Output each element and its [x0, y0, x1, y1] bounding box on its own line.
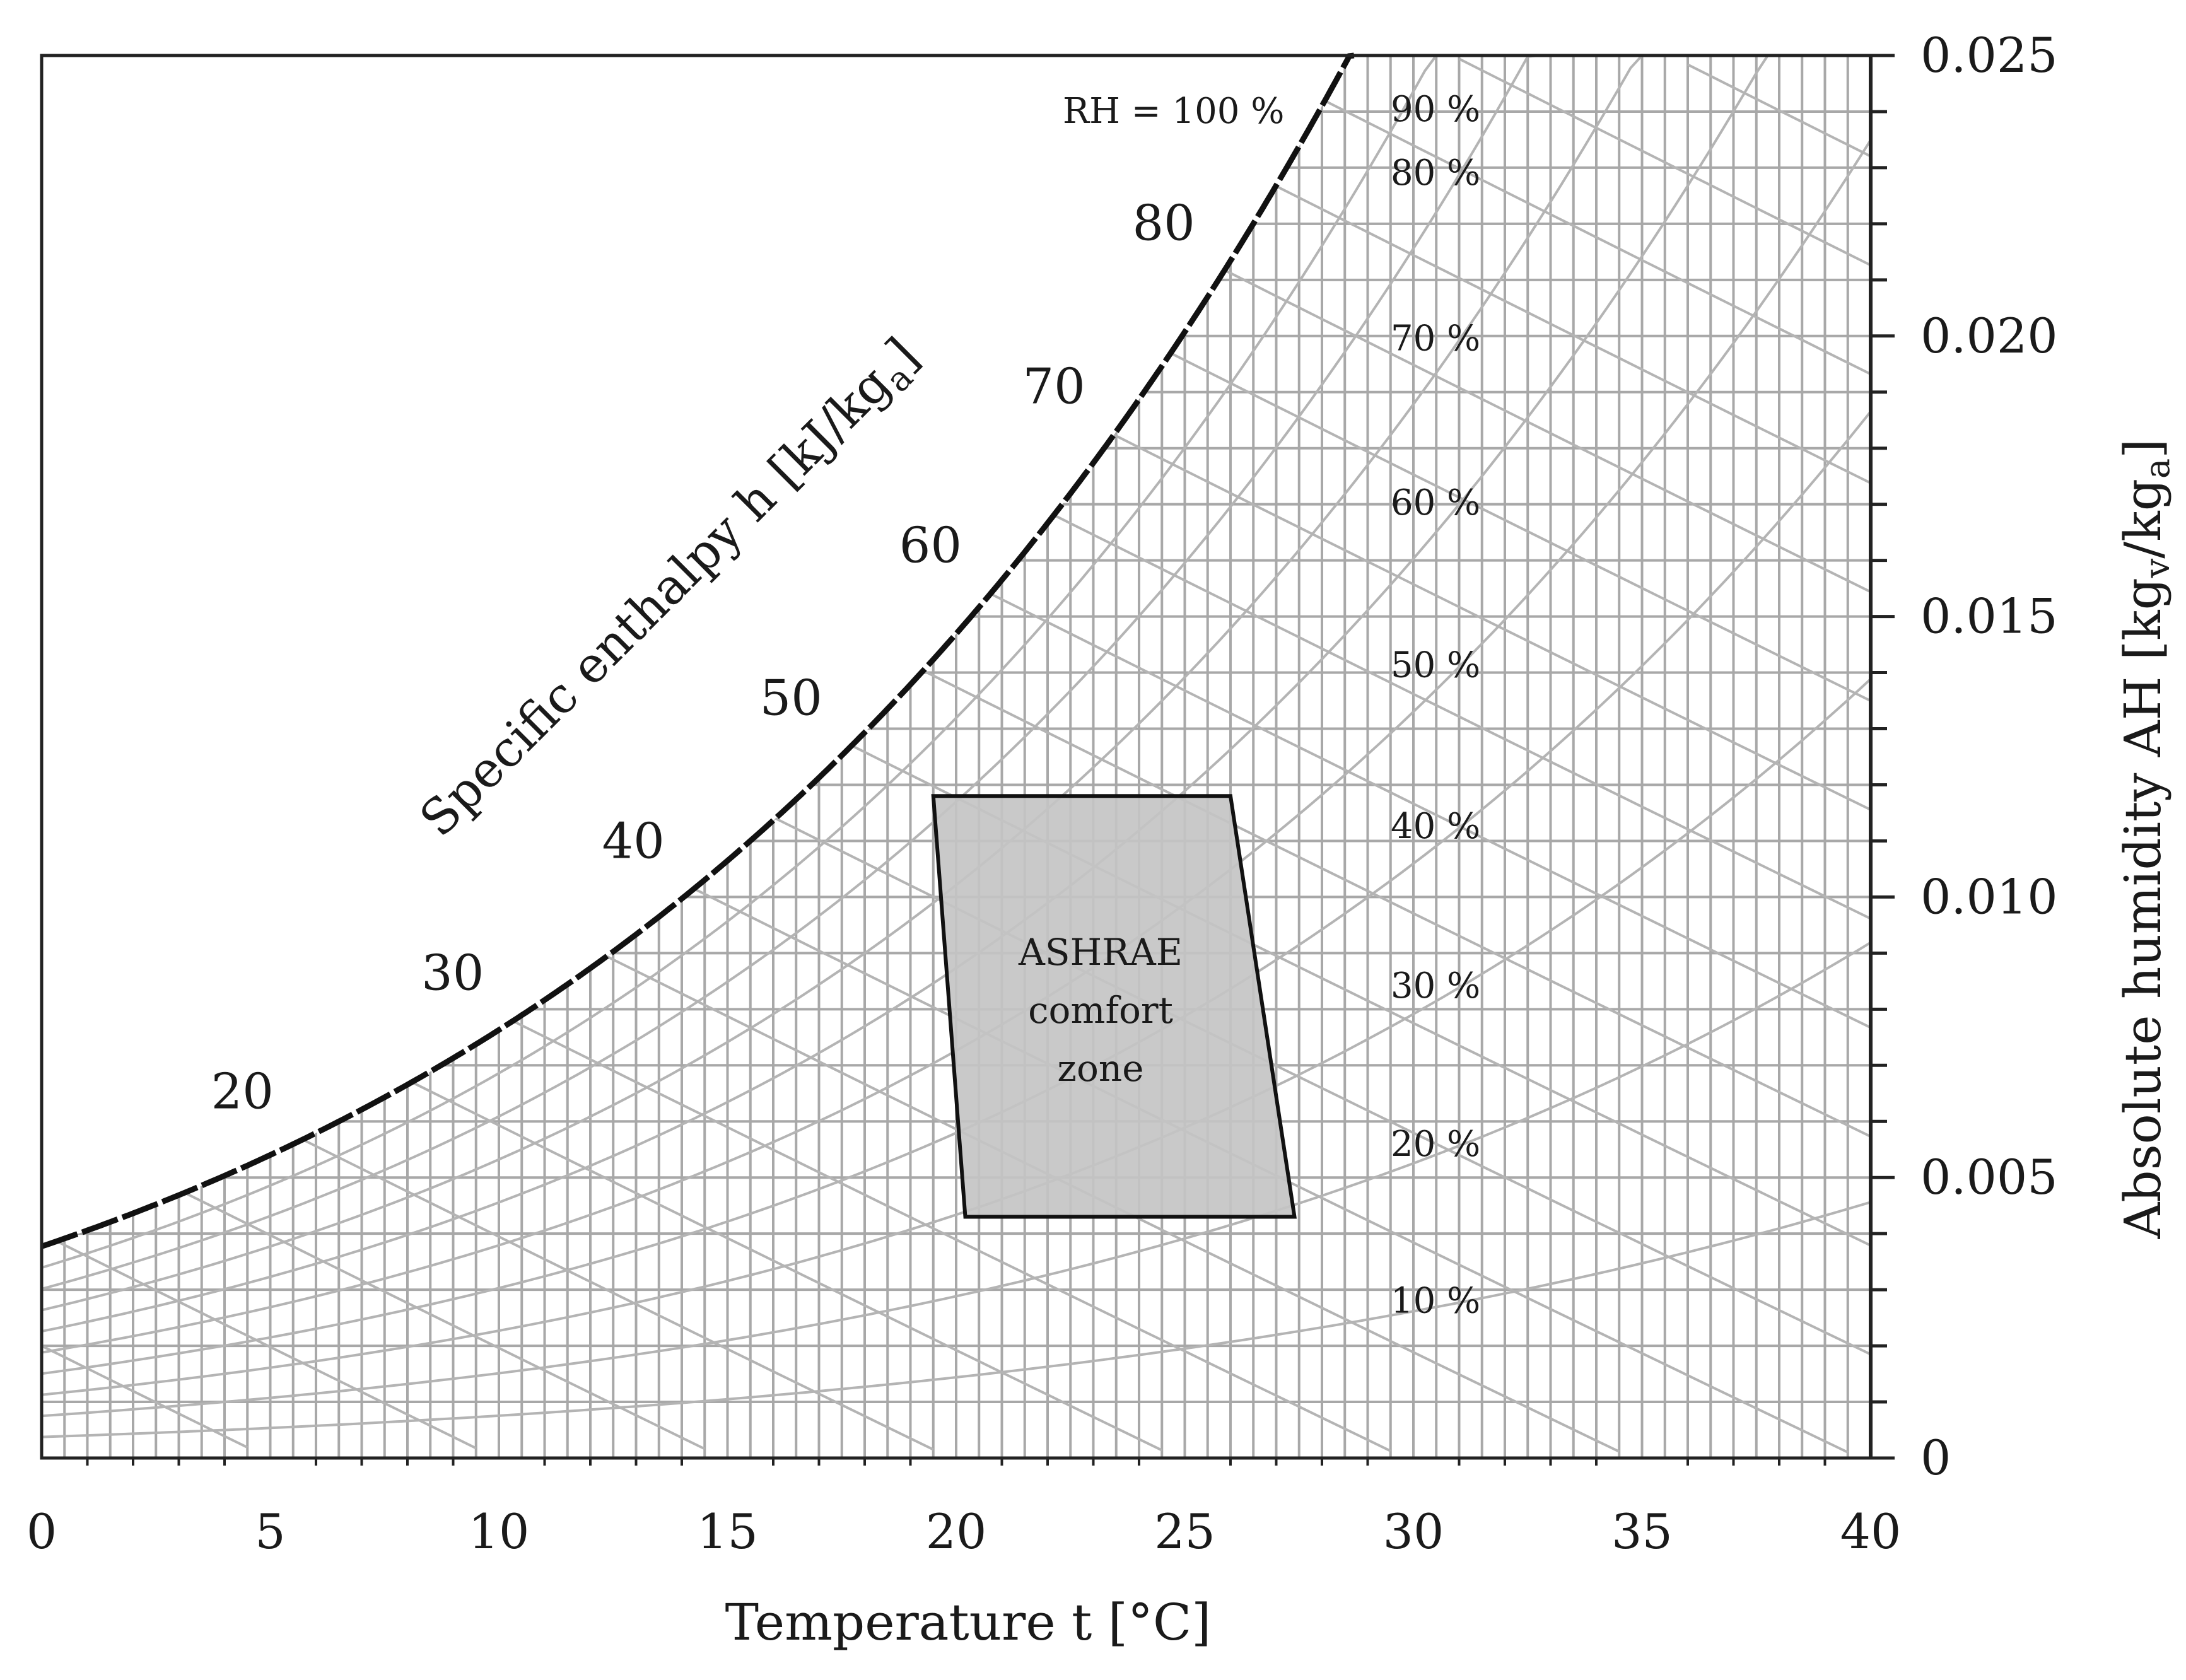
supersaturation-mask [40, 52, 1355, 1249]
comfort-zone-label-line-2: comfort [1028, 989, 1173, 1032]
enthalpy-line [1687, 63, 1871, 158]
y-tick-label: 0.010 [1920, 868, 2058, 925]
comfort-zone-label-line-3: zone [1057, 1047, 1143, 1090]
enthalpy-label-30: 30 [421, 945, 484, 1001]
y-axis-title: Absolute humidity AH [kgv/kga] [2113, 439, 2177, 1240]
x-tick-label: 0 [26, 1503, 57, 1560]
rh-curve-40 [41, 411, 1872, 1375]
rh-label-60: 60 % [1391, 482, 1480, 523]
y-tick-label: 0.025 [1920, 27, 2058, 83]
y-axis-title-sub2: a [2137, 458, 2177, 479]
x-tick-label: 10 [469, 1503, 530, 1560]
rh-label-80: 80 % [1391, 153, 1480, 194]
enthalpy-label-20: 20 [211, 1063, 274, 1120]
chart-labels: 0 5 10 15 20 25 30 35 40 0 0.005 0.010 0.015 0.020 0.0… [26, 27, 2058, 1560]
y-axis-title-mid: /kg [2113, 479, 2172, 559]
enthalpy-line [41, 1345, 248, 1449]
mask-region [42, 55, 1354, 1247]
enthalpy-label-80: 80 [1132, 195, 1195, 252]
enthalpy-line [1458, 57, 1871, 267]
y-tick-label: 0.015 [1920, 588, 2058, 645]
y-tick-label: 0.005 [1920, 1149, 2058, 1205]
y-axis-title-sub1: v [2137, 558, 2177, 578]
rh-curve-90 [41, 54, 1437, 1269]
rh-curve-10 [41, 1201, 1871, 1438]
enthalpy-label-40: 40 [602, 813, 664, 870]
enthalpy-line [1253, 63, 1871, 375]
rh-label-90: 90 % [1391, 89, 1480, 130]
x-axis-title: Temperature t [°C] [725, 1593, 1212, 1652]
x-tick-label: 20 [926, 1503, 987, 1560]
comfort-zone-label-line-1: ASHRAE [1018, 931, 1183, 974]
rh-label-10: 10 % [1391, 1281, 1480, 1322]
enthalpy-line [41, 1232, 477, 1450]
x-tick-label: 15 [697, 1503, 758, 1560]
rh-label-50: 50 % [1391, 645, 1480, 686]
x-tick-label: 35 [1611, 1503, 1673, 1560]
rh-label-30: 30 % [1391, 965, 1480, 1006]
comfort-zone-label: ASHRAE comfort zone [1018, 931, 1183, 1090]
comfort-zone-layer [931, 794, 1297, 1219]
saturation-curve-label: RH = 100 % [1063, 91, 1284, 132]
y-axis-title-end: ] [2113, 439, 2172, 458]
enthalpy-label-70: 70 [1022, 358, 1085, 415]
y-tick-label: 0.020 [1920, 308, 2058, 364]
enthalpy-label-50: 50 [760, 670, 822, 726]
rh-curve-20 [41, 941, 1872, 1418]
enthalpy-label-60: 60 [899, 517, 962, 574]
rh-label-40: 40 % [1391, 806, 1480, 847]
plot-border [40, 54, 1871, 1460]
plot-frame [40, 54, 1895, 1466]
rh-label-70: 70 % [1391, 318, 1480, 359]
saturation-curve [40, 52, 1355, 1249]
comfort-zone-polygon [931, 794, 1297, 1219]
x-tick-label: 25 [1154, 1503, 1215, 1560]
x-tick-label: 30 [1383, 1503, 1444, 1560]
rh-label-20: 20 % [1391, 1124, 1480, 1165]
x-tick-label: 40 [1840, 1503, 1902, 1560]
x-tick-label: 5 [255, 1503, 285, 1560]
y-axis-title-main: Absolute humidity AH [kg [2113, 578, 2172, 1239]
y-tick-label: 0 [1920, 1430, 1951, 1486]
rh-curve-30 [41, 678, 1872, 1396]
rh-curve-60 [41, 54, 1769, 1333]
